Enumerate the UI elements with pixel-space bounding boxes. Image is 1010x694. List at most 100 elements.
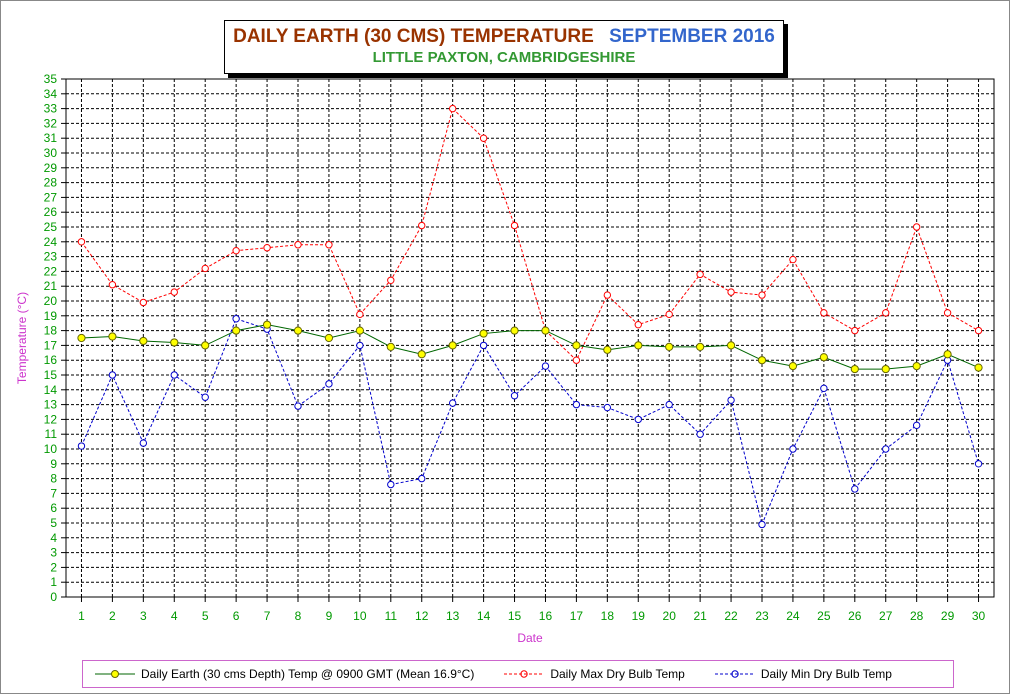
series-point-earth: [355, 326, 364, 335]
series-point-earth: [541, 326, 550, 335]
series-point-earth: [788, 362, 798, 371]
series-point-earth: [139, 336, 148, 346]
x-tick-label: 25: [817, 609, 831, 623]
series-point-earth: [572, 341, 581, 350]
y-tick-label: 29: [44, 161, 58, 175]
series-point-min: [974, 460, 983, 468]
series-point-max: [108, 281, 117, 289]
legend: Daily Earth (30 cms Depth) Temp @ 0900 G…: [82, 660, 954, 688]
y-tick-label: 11: [45, 427, 58, 441]
series-point-earth: [510, 326, 519, 335]
series-point-max: [263, 244, 271, 252]
y-tick-label: 19: [44, 309, 58, 323]
x-tick-label: 7: [264, 609, 271, 623]
series-point-max: [665, 310, 673, 319]
series-point-earth: [634, 341, 643, 350]
x-tick-label: 24: [786, 609, 800, 623]
series-point-earth: [108, 332, 117, 341]
x-tick-label: 19: [632, 609, 646, 623]
series-point-max: [912, 223, 921, 231]
series-point-min: [108, 371, 117, 379]
y-tick-label: 20: [44, 294, 58, 308]
series-point-earth: [726, 341, 736, 350]
series-point-min: [418, 474, 426, 483]
x-tick-label: 21: [693, 609, 707, 623]
y-tick-label: 12: [44, 412, 58, 426]
legend-swatch-earth: [95, 670, 135, 678]
y-tick-label: 30: [44, 146, 58, 160]
series-point-earth: [77, 333, 86, 343]
series-point-max: [201, 264, 209, 273]
series-point-earth: [819, 353, 828, 362]
y-tick-label: 15: [44, 368, 58, 382]
series-point-min: [851, 485, 859, 493]
series-point-min: [882, 445, 890, 453]
y-tick-label: 24: [44, 235, 58, 249]
y-tick-label: 22: [44, 264, 58, 278]
series-point-max: [789, 255, 797, 264]
series-point-min: [448, 399, 457, 407]
legend-label-min: Daily Min Dry Bulb Temp: [760, 667, 892, 681]
series-point-earth: [881, 364, 890, 374]
chart-title: DAILY EARTH (30 CMS) TEMPERATURE: [233, 26, 594, 47]
series-point-earth: [232, 326, 241, 335]
series-point-max: [851, 326, 859, 335]
series-point-max: [974, 326, 983, 335]
series-line-max: [81, 107, 979, 362]
legend-item-earth: Daily Earth (30 cms Depth) Temp @ 0900 G…: [95, 667, 474, 681]
series-point-earth: [386, 342, 395, 351]
series-line-earth: [81, 324, 979, 370]
series-point-min: [510, 392, 519, 400]
series-point-max: [943, 309, 952, 317]
series-point-earth: [201, 341, 210, 350]
series-point-min: [912, 421, 921, 430]
series-point-min: [139, 439, 148, 447]
legend-item-min: Daily Min Dry Bulb Temp: [714, 667, 892, 681]
y-tick-label: 27: [44, 190, 58, 204]
series-point-max: [510, 221, 519, 230]
x-tick-label: 23: [755, 609, 769, 623]
x-tick-label: 22: [724, 609, 738, 623]
series-point-min: [603, 403, 612, 412]
legend-swatch-max: [504, 670, 545, 678]
series-point-min: [541, 362, 550, 370]
y-tick-label: 9: [50, 457, 57, 471]
y-tick-label: 21: [44, 279, 58, 293]
y-tick-label: 6: [50, 501, 57, 515]
series-point-earth: [262, 320, 272, 329]
x-tick-label: 26: [848, 609, 862, 623]
y-tick-label: 33: [44, 102, 58, 116]
series-point-earth: [479, 329, 488, 338]
y-tick-label: 35: [44, 72, 58, 86]
y-tick-label: 13: [44, 398, 58, 412]
series-point-earth: [170, 338, 179, 347]
series-point-earth: [293, 326, 303, 335]
x-tick-label: 10: [353, 609, 367, 623]
x-tick-label: 20: [663, 609, 677, 623]
series-point-max: [820, 309, 828, 317]
series-point-min: [789, 445, 797, 453]
x-tick-label: 5: [202, 609, 209, 623]
series-point-max: [758, 291, 766, 299]
series-point-min: [77, 442, 86, 450]
series-point-min: [665, 400, 673, 409]
series-point-earth: [603, 345, 612, 354]
y-tick-label: 2: [50, 560, 57, 574]
y-tick-label: 4: [50, 531, 57, 545]
legend-label-earth: Daily Earth (30 cms Depth) Temp @ 0900 G…: [141, 667, 475, 681]
x-tick-label: 2: [109, 609, 116, 623]
y-tick-label: 31: [44, 131, 58, 145]
series-point-min: [758, 520, 766, 529]
x-tick-label: 16: [539, 609, 553, 623]
series-point-min: [634, 415, 642, 424]
series-point-max: [170, 288, 178, 296]
x-tick-label: 6: [233, 609, 240, 623]
legend-swatch-min: [714, 670, 755, 678]
series-point-earth: [665, 342, 674, 351]
series-point-min: [232, 315, 240, 323]
y-tick-label: 0: [50, 590, 57, 604]
y-tick-label: 28: [44, 176, 58, 190]
y-tick-label: 10: [44, 442, 58, 456]
series-point-max: [232, 246, 240, 255]
series-point-max: [387, 276, 395, 284]
